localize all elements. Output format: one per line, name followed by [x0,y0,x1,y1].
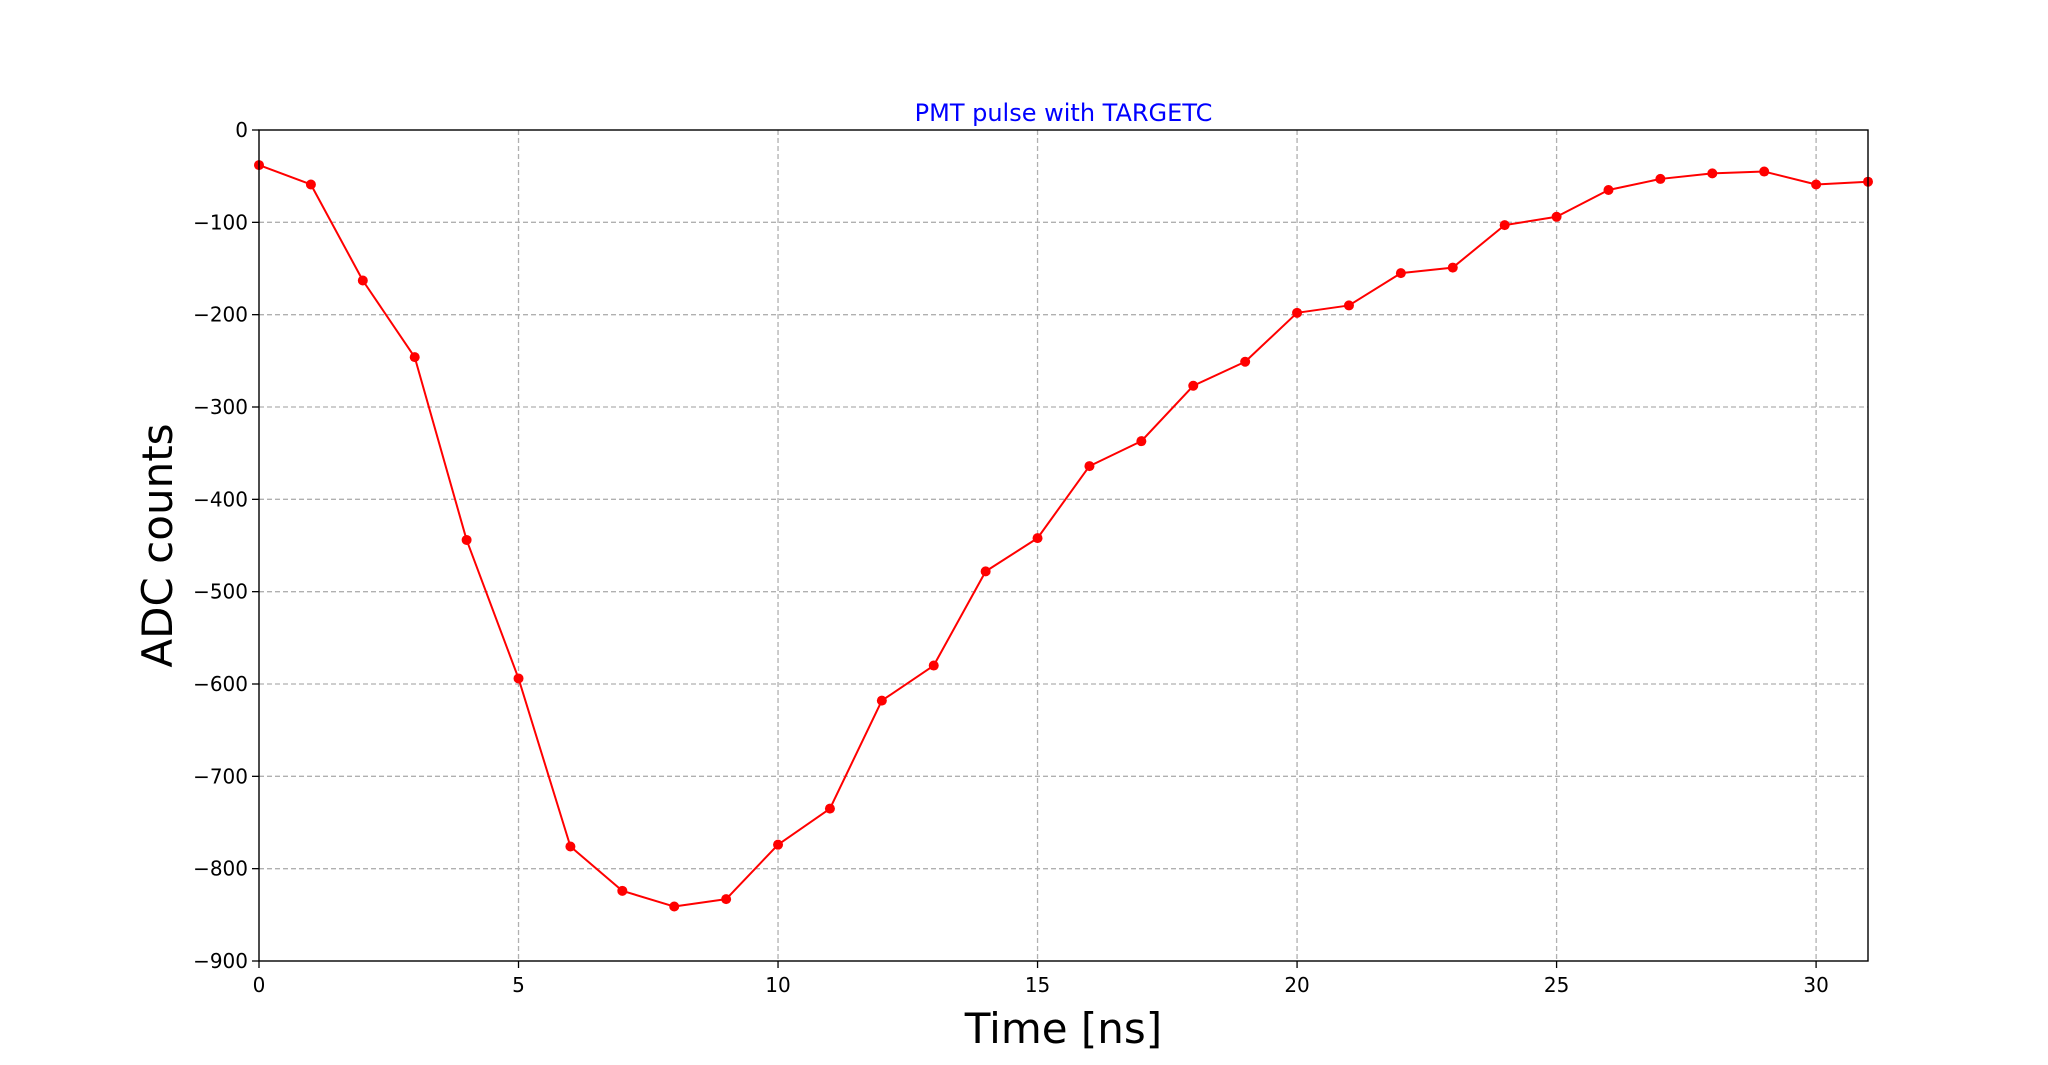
data-point [305,179,316,190]
y-tick-label: −800 [193,857,248,881]
x-axis-title: Time [ns] [964,1004,1162,1053]
data-point [1032,533,1043,544]
data-point [773,839,784,850]
y-tick-label: −200 [193,303,248,327]
data-point [1292,307,1303,318]
y-tick-label: −100 [193,210,248,234]
x-tick-label: 30 [1803,973,1828,997]
data-point [928,660,939,671]
data-point [1759,166,1770,177]
data-point [1136,436,1147,447]
data-point [565,841,576,852]
data-point [1603,185,1614,196]
data-point [1084,461,1095,472]
plot-frame [258,129,1869,962]
y-tick-label: 0 [235,118,248,142]
series-layer [254,160,1873,912]
data-point [409,352,420,363]
data-point [1240,356,1251,367]
data-point [1395,268,1406,279]
x-tick-label: 15 [1025,973,1050,997]
x-tick-label: 10 [765,973,790,997]
data-point [513,673,524,684]
y-tick-label: −600 [193,672,248,696]
data-point [617,885,628,896]
data-point [461,534,472,545]
data-point [1811,179,1822,190]
x-tick-label: 0 [253,973,266,997]
data-point [1343,300,1354,311]
data-point [357,275,368,286]
data-point [1499,220,1510,231]
y-axis-title: ADC counts [133,423,182,667]
data-point [1707,168,1718,179]
y-tick-label: −300 [193,395,248,419]
chart-title: PMT pulse with TARGETC [915,99,1213,127]
y-tick-label: −400 [193,487,248,511]
data-point [1655,173,1666,184]
data-point [1188,380,1199,391]
y-tick-label: −900 [193,949,248,973]
y-tick-label: −500 [193,580,248,604]
data-point [980,566,991,577]
data-point [669,901,680,912]
data-point [824,803,835,814]
data-point [1447,262,1458,273]
grid [259,130,1868,961]
y-tick-label: −700 [193,764,248,788]
x-tick-label: 20 [1284,973,1309,997]
x-tick-label: 25 [1544,973,1569,997]
data-point [1551,211,1562,222]
series-line [258,164,1869,908]
data-point [876,695,887,706]
data-point [721,894,732,905]
ticks: 0 5 10 15 20 25 30 0 −100 −200 −300 −400 −500 −600 −70… [193,118,1829,997]
x-tick-label: 5 [512,973,525,997]
